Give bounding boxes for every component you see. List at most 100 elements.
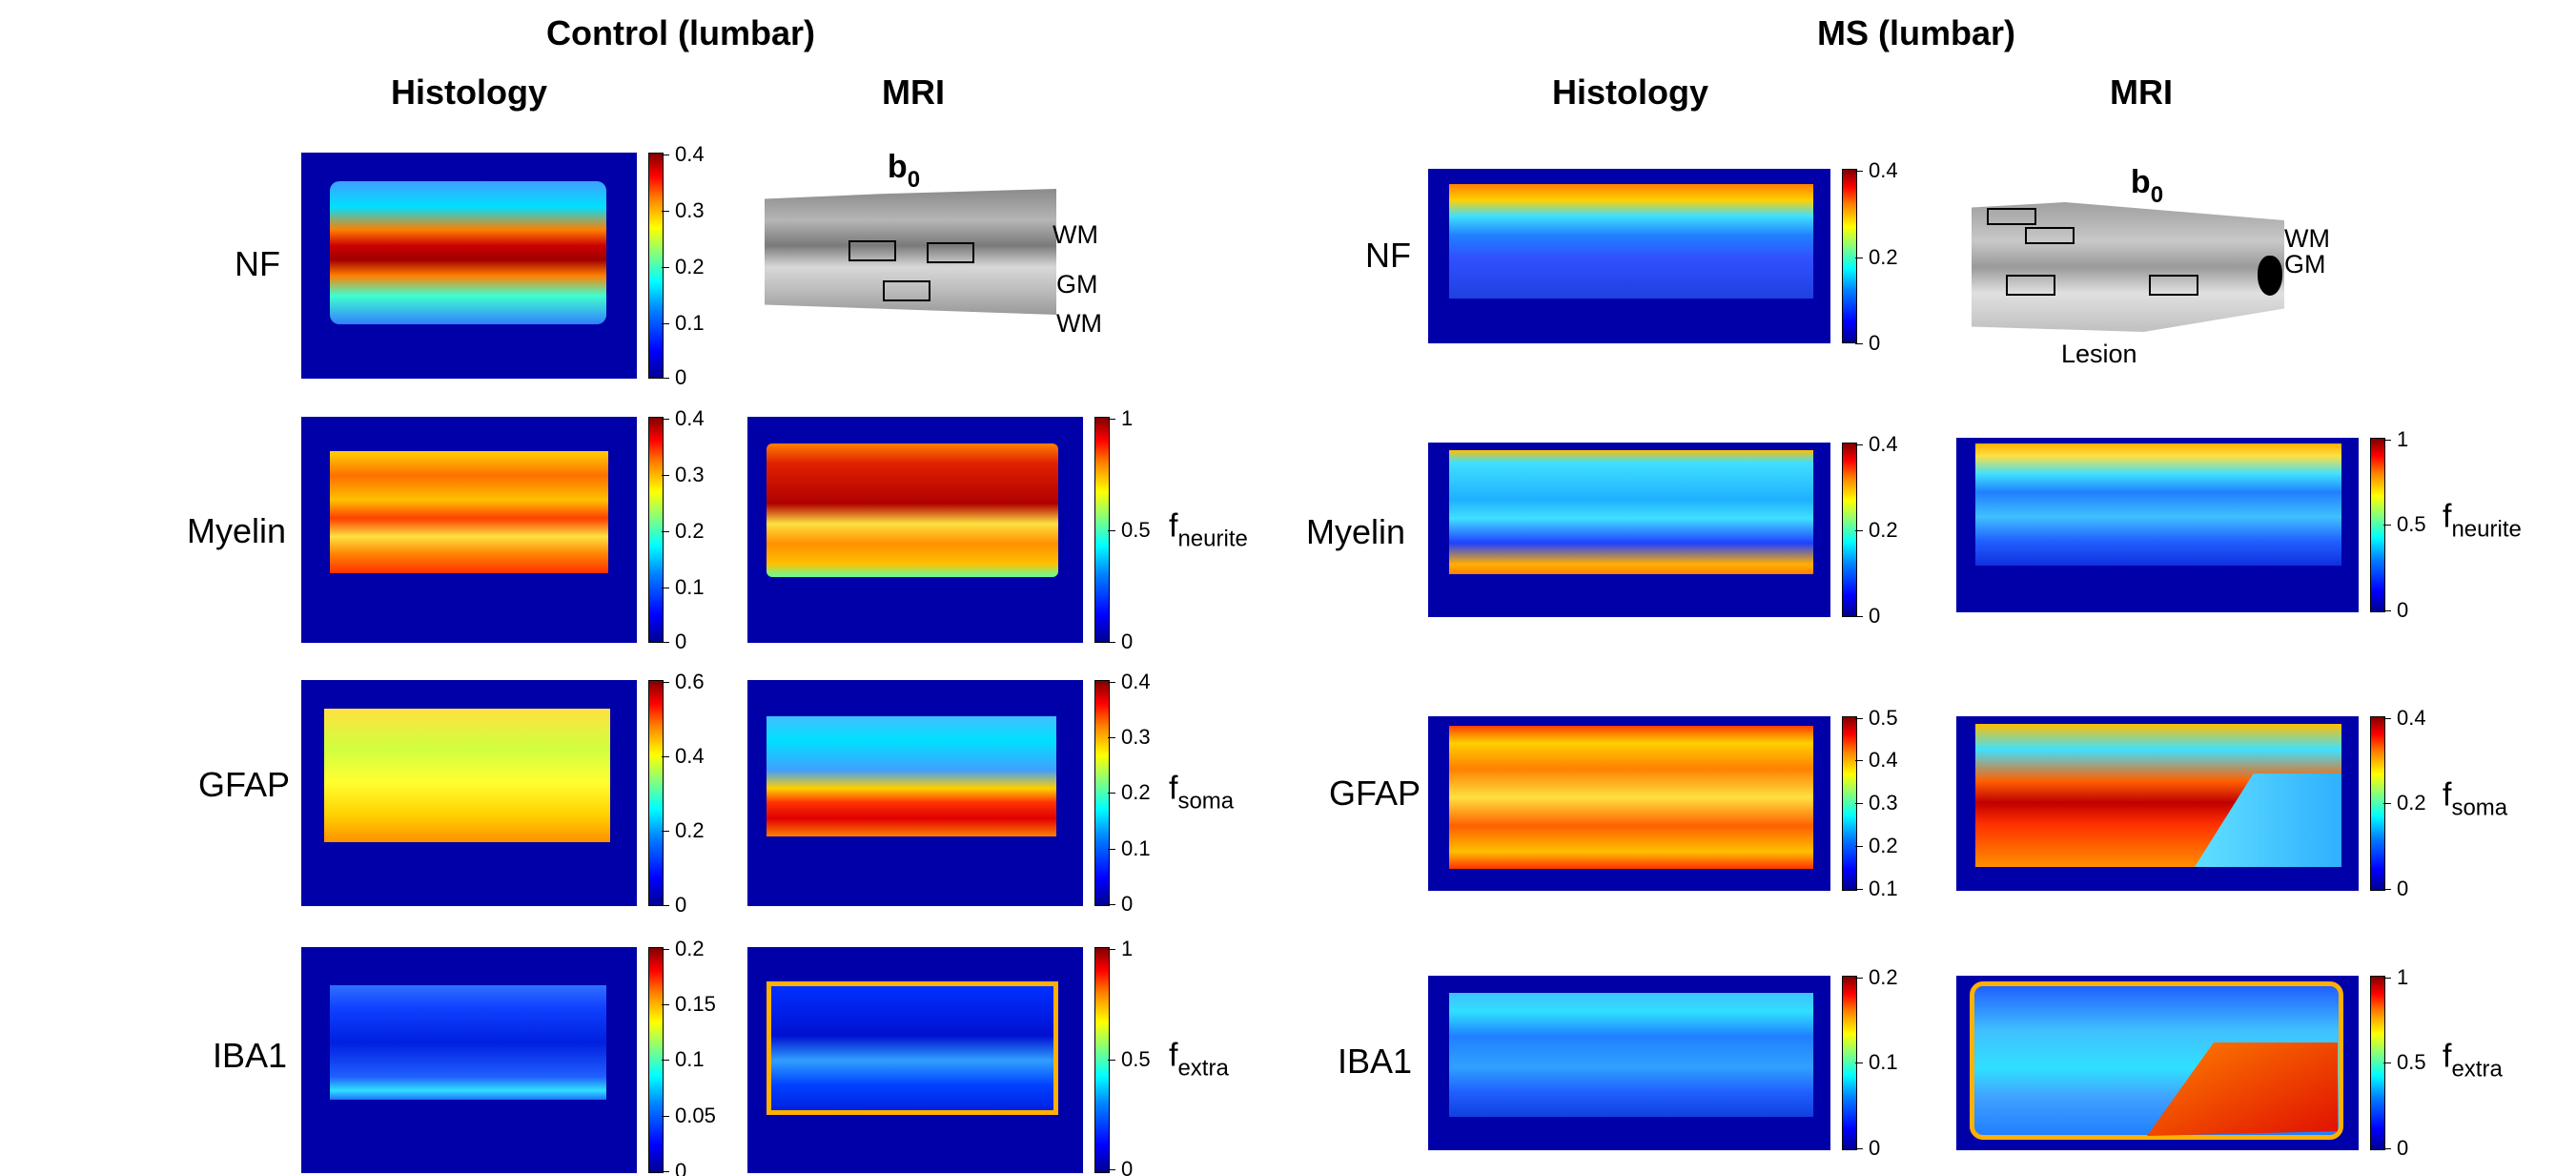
control-roi-box bbox=[848, 240, 896, 261]
ms-gm-label: GM bbox=[2284, 250, 2326, 279]
control-fextra-label: fextra bbox=[1169, 1037, 1229, 1082]
control-mri-header: MRI bbox=[882, 72, 945, 112]
ms-mri-fsoma-map bbox=[1956, 716, 2359, 891]
ms-nf-tick: 0 bbox=[1854, 331, 1881, 355]
control-nf-tick: 0.1 bbox=[662, 311, 705, 335]
control-gfap-tick: 0 bbox=[661, 893, 687, 917]
control-fneurite-tick: 0.5 bbox=[1108, 518, 1151, 542]
ms-fsoma-label: fsoma bbox=[2443, 776, 2508, 821]
control-mri-fextra-map bbox=[747, 947, 1083, 1173]
ms-fsoma-tick: 0.4 bbox=[2383, 706, 2426, 730]
ms-roi-box bbox=[2006, 275, 2055, 296]
ms-gfap-tick: 0.3 bbox=[1855, 791, 1898, 815]
ms-b0-image bbox=[1972, 202, 2284, 332]
control-row-label-nf: NF bbox=[235, 244, 280, 283]
ms-iba1-tick: 0.1 bbox=[1855, 1050, 1898, 1074]
control-fsoma-label: fsoma bbox=[1169, 770, 1235, 815]
control-fneurite-colorbar bbox=[1094, 417, 1110, 643]
ms-nf-tick: 0.4 bbox=[1855, 158, 1898, 182]
ms-row-label-myelin: Myelin bbox=[1305, 512, 1406, 551]
control-gm-label: GM bbox=[1056, 270, 1098, 299]
control-histology-myelin-map bbox=[301, 417, 637, 643]
ms-fneurite-label: fneurite bbox=[2443, 498, 2522, 543]
control-fneurite-tick: 0 bbox=[1107, 629, 1134, 653]
ms-mri-header: MRI bbox=[2110, 72, 2173, 112]
ms-roi-box bbox=[2149, 275, 2198, 296]
control-gfap-tick: 0.4 bbox=[662, 744, 705, 768]
control-fextra-tick: 0 bbox=[1107, 1157, 1133, 1176]
ms-histology-iba1-map bbox=[1428, 976, 1830, 1150]
control-myelin-tick: 0 bbox=[661, 629, 687, 653]
control-iba1-tick: 0.05 bbox=[662, 1104, 716, 1127]
ms-fextra-tick: 0.5 bbox=[2383, 1050, 2426, 1074]
control-histology-iba1-map bbox=[301, 947, 637, 1173]
ms-b0-label: b0 bbox=[2130, 164, 2164, 208]
ms-gfap-tick: 0.2 bbox=[1855, 834, 1898, 857]
ms-row-label-iba1: IBA1 bbox=[1337, 1042, 1413, 1081]
control-fsoma-tick: 0 bbox=[1107, 892, 1134, 916]
ms-fneurite-tick: 1 bbox=[2382, 427, 2409, 451]
control-gfap-colorbar bbox=[648, 680, 664, 906]
control-iba1-tick: 0.1 bbox=[662, 1047, 705, 1071]
control-nf-tick: 0.2 bbox=[662, 255, 705, 279]
control-nf-tick: 0.4 bbox=[662, 142, 705, 166]
ms-histology-header: Histology bbox=[1551, 72, 1709, 112]
ms-fsoma-tick: 0 bbox=[2382, 877, 2409, 900]
control-nf-tick: 0 bbox=[661, 365, 687, 389]
ms-fneurite-tick: 0.5 bbox=[2383, 512, 2426, 536]
control-histology-nf-map bbox=[301, 153, 637, 379]
ms-row-label-gfap: GFAP bbox=[1328, 774, 1421, 813]
ms-histology-nf-map bbox=[1428, 169, 1830, 343]
control-b0-image bbox=[765, 189, 1056, 315]
ms-roi-box bbox=[2025, 227, 2075, 244]
ms-lesion-label: Lesion bbox=[2061, 340, 2137, 368]
control-fsoma-tick: 0.3 bbox=[1108, 725, 1151, 749]
ms-myelin-colorbar bbox=[1842, 443, 1857, 617]
ms-mri-fextra-map bbox=[1956, 976, 2359, 1150]
ms-myelin-tick: 0 bbox=[1854, 604, 1881, 628]
control-roi-box bbox=[927, 242, 974, 263]
control-fextra-tick: 0.5 bbox=[1108, 1047, 1151, 1071]
ms-gfap-tick: 0.4 bbox=[1855, 748, 1898, 772]
ms-iba1-tick: 0 bbox=[1854, 1136, 1881, 1160]
control-row-label-iba1: IBA1 bbox=[212, 1036, 288, 1075]
ms-mri-fneurite-map bbox=[1956, 438, 2359, 612]
ms-fextra-tick: 1 bbox=[2382, 965, 2409, 989]
control-histology-gfap-map bbox=[301, 680, 637, 906]
control-mri-fsoma-map bbox=[747, 680, 1083, 906]
control-fsoma-tick: 0.1 bbox=[1108, 836, 1151, 860]
control-myelin-tick: 0.2 bbox=[662, 519, 705, 543]
ms-roi-box bbox=[1987, 208, 2036, 225]
control-gfap-tick: 0.6 bbox=[662, 670, 705, 693]
control-iba1-tick: 0.15 bbox=[662, 992, 716, 1016]
ms-fextra-label: fextra bbox=[2443, 1038, 2503, 1083]
control-fextra-tick: 1 bbox=[1107, 937, 1134, 960]
control-nf-colorbar bbox=[648, 153, 664, 379]
control-myelin-colorbar bbox=[648, 417, 664, 643]
ms-iba1-tick: 0.2 bbox=[1855, 965, 1898, 989]
ms-histology-gfap-map bbox=[1428, 716, 1830, 891]
control-row-label-gfap: GFAP bbox=[197, 765, 291, 804]
ms-row-label-nf: NF bbox=[1365, 236, 1411, 275]
control-gfap-tick: 0.2 bbox=[662, 818, 705, 842]
control-histology-header: Histology bbox=[390, 72, 548, 112]
lesion-region bbox=[2258, 256, 2282, 296]
control-fsoma-tick: 0.2 bbox=[1108, 780, 1151, 804]
control-nf-tick: 0.3 bbox=[662, 198, 705, 222]
control-wm-label: WM bbox=[1056, 309, 1102, 338]
control-mri-fneurite-map bbox=[747, 417, 1083, 643]
control-fneurite-label: fneurite bbox=[1169, 507, 1248, 552]
ms-gfap-tick: 0.1 bbox=[1855, 877, 1898, 900]
control-wm-label: WM bbox=[1053, 220, 1098, 249]
ms-fextra-tick: 0 bbox=[2382, 1136, 2409, 1160]
control-b0-label: b0 bbox=[887, 149, 921, 193]
control-myelin-tick: 0.3 bbox=[662, 463, 705, 486]
control-iba1-tick: 0 bbox=[661, 1159, 686, 1176]
control-iba1-tick: 0.2 bbox=[662, 937, 705, 960]
ms-gfap-tick: 0.5 bbox=[1855, 706, 1898, 730]
control-myelin-tick: 0.1 bbox=[662, 575, 705, 599]
ms-histology-myelin-map bbox=[1428, 443, 1830, 617]
control-fsoma-tick: 0.4 bbox=[1108, 670, 1151, 693]
control-fneurite-tick: 1 bbox=[1107, 406, 1134, 430]
